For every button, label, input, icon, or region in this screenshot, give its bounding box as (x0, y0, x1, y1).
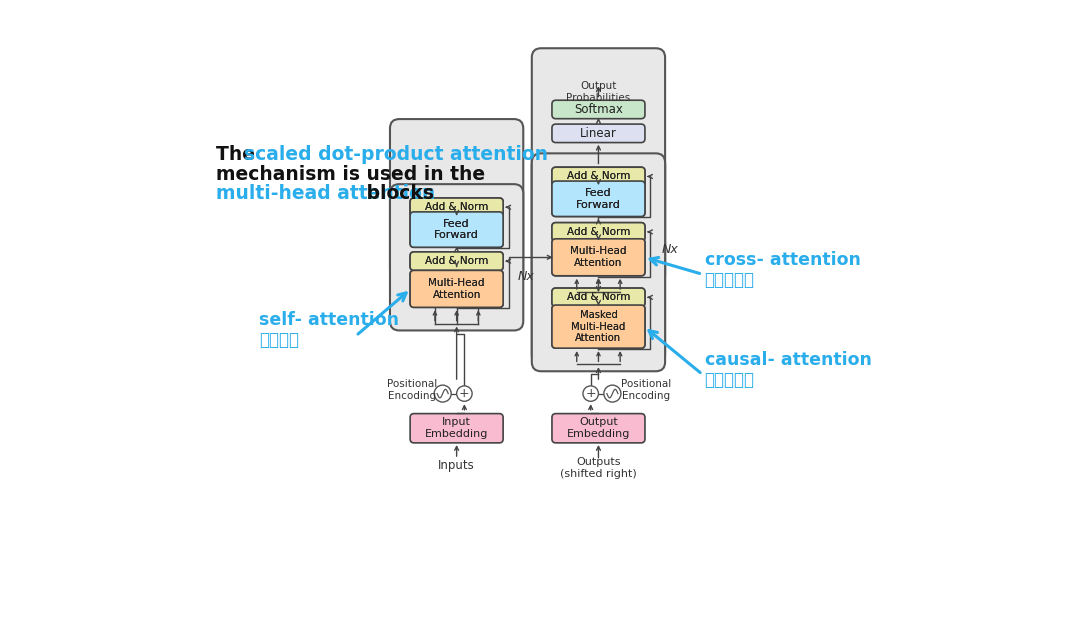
Text: mechanism is used in the: mechanism is used in the (216, 165, 486, 184)
Text: +: + (585, 387, 596, 400)
Text: Nx: Nx (518, 270, 535, 283)
FancyBboxPatch shape (390, 184, 524, 331)
Text: Inputs: Inputs (438, 458, 475, 472)
FancyBboxPatch shape (390, 119, 524, 278)
Text: Add & Norm: Add & Norm (567, 227, 630, 237)
Text: Output
Probabilities: Output Probabilities (566, 81, 631, 102)
Text: Linear: Linear (580, 127, 617, 140)
Text: causal- attention: causal- attention (704, 352, 872, 370)
Text: 交叉注意力: 交叉注意力 (704, 271, 755, 289)
FancyBboxPatch shape (410, 252, 503, 270)
Text: blocks: blocks (360, 184, 434, 203)
Circle shape (434, 385, 451, 402)
Text: Add & Norm: Add & Norm (567, 172, 630, 181)
Text: Feed
Forward: Feed Forward (576, 188, 621, 210)
FancyBboxPatch shape (552, 181, 645, 217)
Text: Multi-Head
Attention: Multi-Head Attention (429, 278, 485, 300)
FancyBboxPatch shape (552, 239, 645, 276)
FancyBboxPatch shape (552, 223, 645, 241)
FancyBboxPatch shape (552, 288, 645, 307)
Text: Positional
Encoding: Positional Encoding (621, 379, 672, 400)
Circle shape (583, 386, 598, 401)
Text: Add & Norm: Add & Norm (424, 202, 488, 212)
Circle shape (457, 386, 472, 401)
FancyBboxPatch shape (552, 305, 645, 348)
FancyBboxPatch shape (531, 157, 665, 364)
FancyBboxPatch shape (410, 212, 503, 247)
Text: +: + (459, 387, 470, 400)
FancyBboxPatch shape (552, 100, 645, 118)
Text: Multi-Head
Attention: Multi-Head Attention (570, 247, 626, 268)
Text: cross- attention: cross- attention (704, 251, 861, 270)
Text: Feed
Forward: Feed Forward (434, 219, 480, 241)
Text: 因果注意力: 因果注意力 (704, 371, 755, 389)
Text: Add & Norm: Add & Norm (567, 292, 630, 302)
FancyBboxPatch shape (531, 154, 665, 371)
FancyBboxPatch shape (552, 167, 645, 186)
Text: Add & Norm: Add & Norm (567, 292, 630, 302)
Text: self- attention: self- attention (259, 312, 399, 329)
Text: Add & Norm: Add & Norm (424, 202, 488, 212)
FancyBboxPatch shape (531, 48, 665, 284)
Text: Masked
Multi-Head
Attention: Masked Multi-Head Attention (571, 310, 625, 343)
FancyBboxPatch shape (552, 305, 645, 348)
Text: Output
Embedding: Output Embedding (567, 418, 630, 439)
Text: Add & Norm: Add & Norm (424, 256, 488, 266)
Text: 自注意力: 自注意力 (259, 331, 299, 349)
Text: The: The (216, 146, 261, 164)
Text: Feed
Forward: Feed Forward (576, 188, 621, 210)
FancyBboxPatch shape (410, 270, 503, 307)
Text: Softmax: Softmax (573, 103, 623, 116)
FancyBboxPatch shape (410, 212, 503, 247)
Text: Multi-Head
Attention: Multi-Head Attention (570, 247, 626, 268)
FancyBboxPatch shape (552, 239, 645, 276)
FancyBboxPatch shape (552, 167, 645, 186)
Text: scaled dot-product attention: scaled dot-product attention (243, 146, 548, 164)
Text: Add & Norm: Add & Norm (424, 256, 488, 266)
FancyBboxPatch shape (552, 288, 645, 307)
Text: Nx: Nx (661, 243, 678, 256)
FancyBboxPatch shape (410, 413, 503, 443)
FancyBboxPatch shape (410, 198, 503, 217)
FancyBboxPatch shape (410, 270, 503, 307)
Text: multi-head attention: multi-head attention (216, 184, 435, 203)
Text: Feed
Forward: Feed Forward (434, 219, 480, 241)
Circle shape (604, 385, 621, 402)
FancyBboxPatch shape (552, 413, 645, 443)
Text: Multi-Head
Attention: Multi-Head Attention (429, 278, 485, 300)
FancyBboxPatch shape (410, 198, 503, 217)
FancyBboxPatch shape (531, 48, 665, 284)
FancyBboxPatch shape (552, 223, 645, 241)
Text: Add & Norm: Add & Norm (567, 172, 630, 181)
Text: Outputs
(shifted right): Outputs (shifted right) (561, 457, 637, 479)
FancyBboxPatch shape (552, 124, 645, 143)
FancyBboxPatch shape (410, 252, 503, 270)
Text: Positional
Encoding: Positional Encoding (387, 379, 436, 400)
FancyBboxPatch shape (552, 181, 645, 217)
Text: Input
Embedding: Input Embedding (424, 418, 488, 439)
Text: Add & Norm: Add & Norm (567, 227, 630, 237)
Text: Masked
Multi-Head
Attention: Masked Multi-Head Attention (571, 310, 625, 343)
